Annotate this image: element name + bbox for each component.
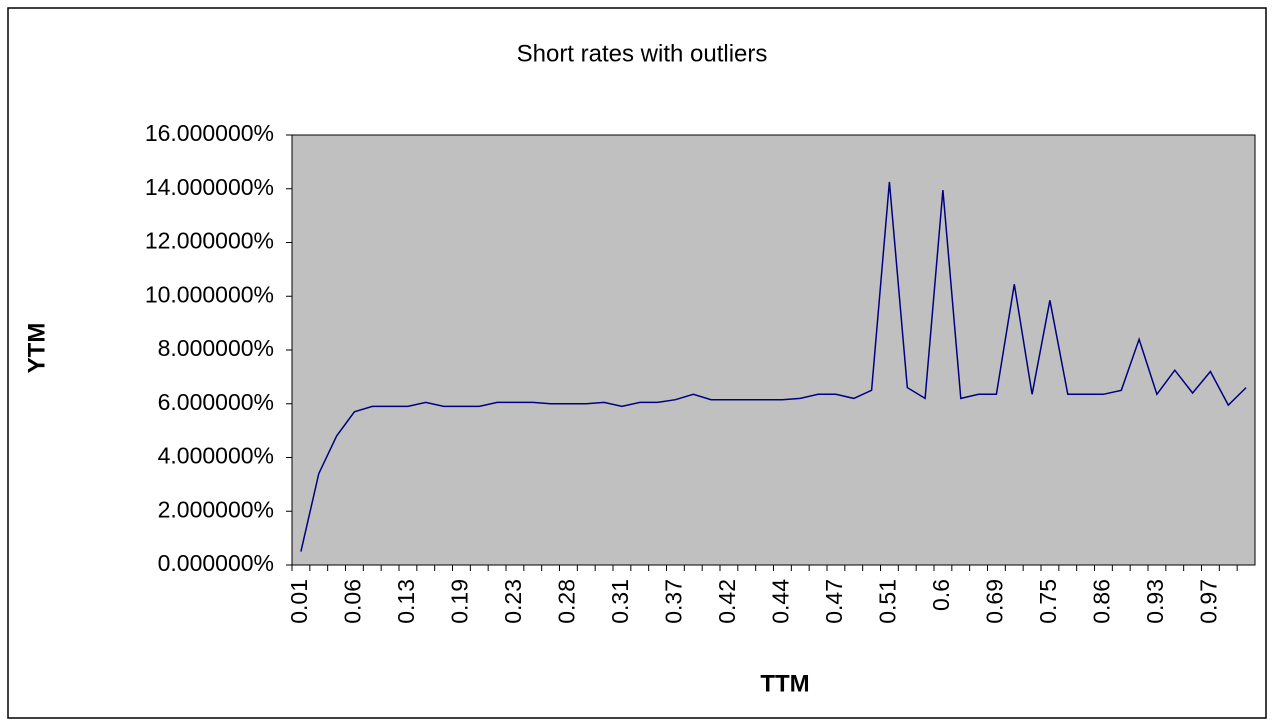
- y-tick-label: 14.000000%: [145, 174, 274, 200]
- x-tick-label: 0.44: [767, 579, 793, 624]
- x-tick-label: 0.86: [1088, 579, 1114, 624]
- y-tick-label: 0.000000%: [158, 550, 274, 576]
- x-tick-label: 0.37: [660, 579, 686, 624]
- y-tick-label: 8.000000%: [158, 335, 274, 361]
- chart-title: Short rates with outliers: [517, 40, 768, 67]
- x-tick-label: 0.28: [553, 579, 579, 624]
- x-tick-label: 0.69: [981, 579, 1007, 624]
- x-tick-label: 0.93: [1142, 579, 1168, 624]
- y-tick-label: 10.000000%: [145, 281, 274, 307]
- y-tick-label: 16.000000%: [145, 120, 274, 146]
- x-tick-label: 0.01: [286, 579, 312, 624]
- plot-area: [291, 134, 1256, 566]
- x-tick-label: 0.51: [874, 579, 900, 624]
- x-tick-label: 0.97: [1195, 579, 1221, 624]
- y-tick-label: 6.000000%: [158, 389, 274, 415]
- x-tick-label: 0.42: [714, 579, 740, 624]
- y-tick-label: 12.000000%: [145, 228, 274, 254]
- y-axis-label: YTM: [23, 323, 50, 374]
- y-tick-label: 2.000000%: [158, 496, 274, 522]
- x-tick-label: 0.23: [500, 579, 526, 624]
- x-tick-label: 0.6: [928, 579, 954, 611]
- line-series: [300, 181, 1247, 552]
- x-tick-label: 0.47: [821, 579, 847, 624]
- y-tick-label: 4.000000%: [158, 443, 274, 469]
- x-tick-label: 0.13: [393, 579, 419, 624]
- x-tick-label: 0.19: [446, 579, 472, 624]
- x-tick-label: 0.75: [1035, 579, 1061, 624]
- x-tick-label: 0.31: [607, 579, 633, 624]
- x-tick-label: 0.06: [339, 579, 365, 624]
- x-axis-label: TTM: [760, 670, 809, 697]
